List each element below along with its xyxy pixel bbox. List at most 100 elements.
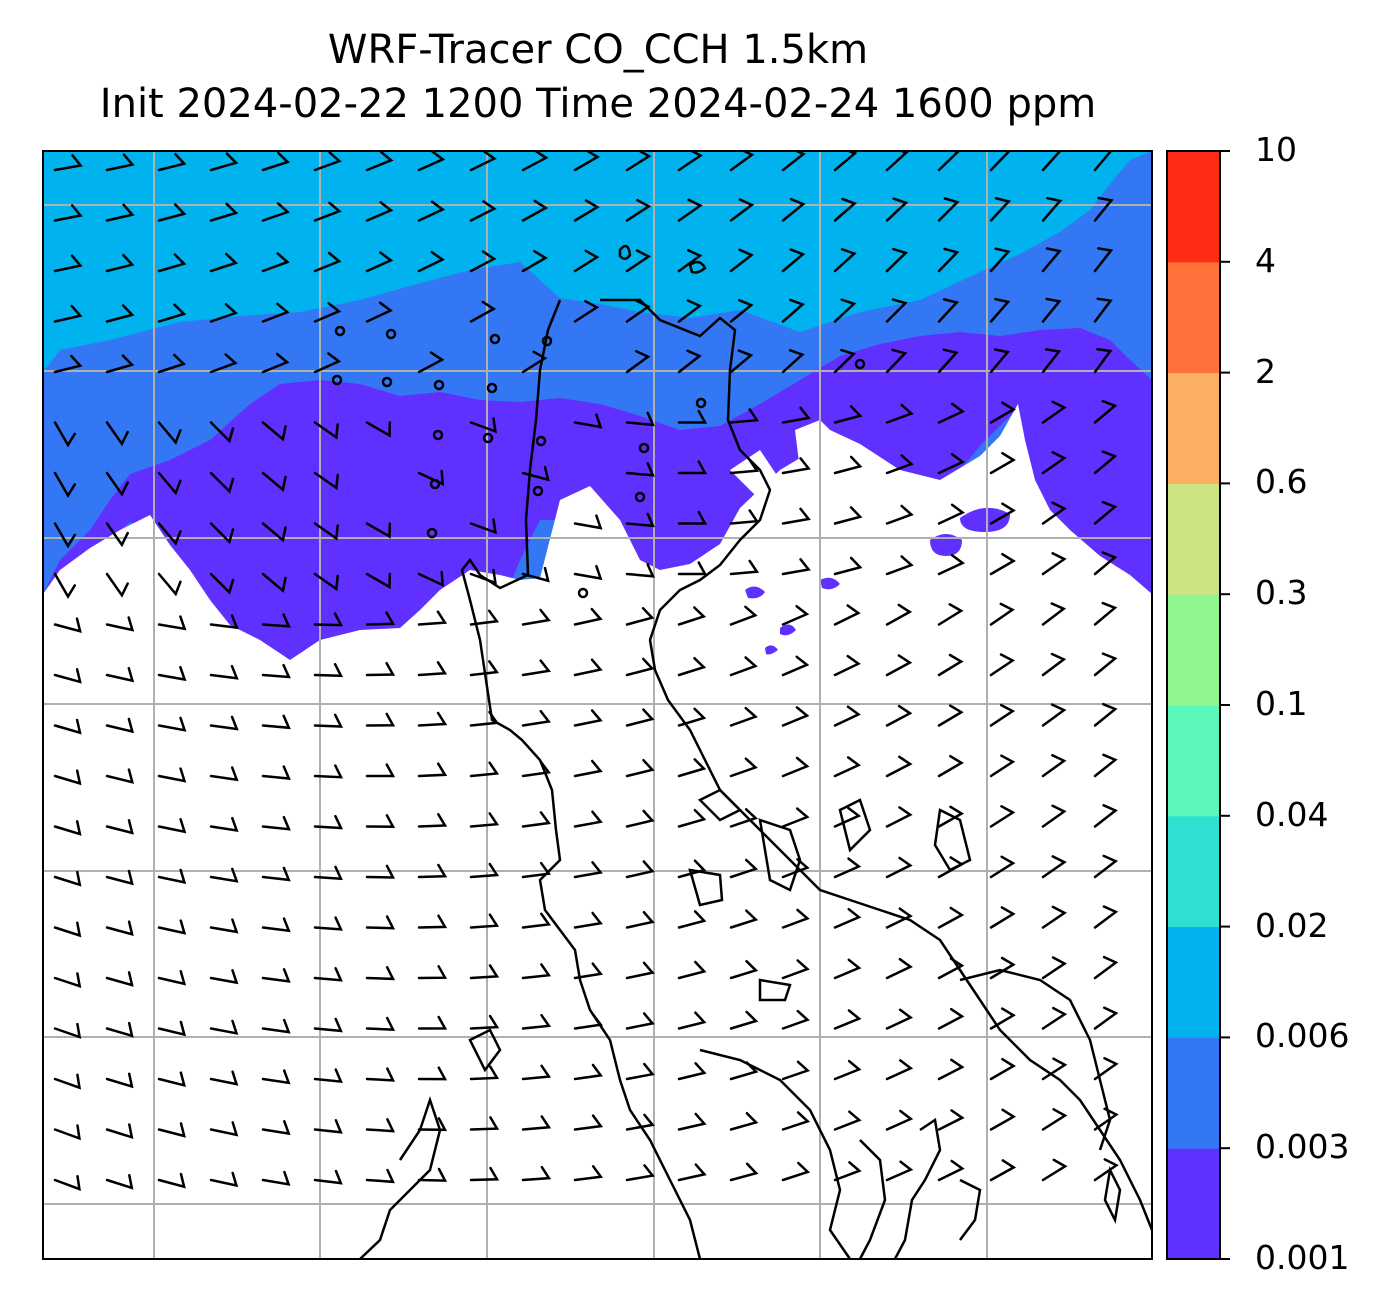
wind-barb <box>313 251 342 273</box>
wind-barb <box>105 920 134 937</box>
wind-barb <box>1041 956 1068 980</box>
wind-barb <box>833 151 858 172</box>
wind-barb <box>469 812 500 828</box>
wind-barb <box>157 203 187 222</box>
colorbar-tick-label: 0.02 <box>1255 905 1329 945</box>
wind-barb <box>885 603 913 626</box>
wind-barb <box>261 471 287 493</box>
wind-barb <box>729 509 760 525</box>
wind-barb <box>573 299 600 323</box>
wind-barb <box>1093 399 1118 424</box>
wind-barb <box>365 864 396 879</box>
wind-barb <box>53 572 77 599</box>
wind-barb <box>521 760 551 778</box>
wind-barb <box>937 1058 965 1081</box>
wind-barb <box>937 503 966 525</box>
wind-barb <box>1041 501 1067 525</box>
colorbar-segment <box>1167 926 1220 1038</box>
wind-barb <box>209 1171 239 1188</box>
wind-barb <box>885 298 908 323</box>
wind-barb <box>573 564 603 581</box>
wind-barb <box>209 202 239 222</box>
wind-barb <box>209 969 239 985</box>
colorbar-segment <box>1167 372 1220 484</box>
wind-barb <box>833 556 863 576</box>
wind-barb <box>313 865 343 881</box>
wind-barb <box>469 761 500 778</box>
wind-barb <box>365 572 392 590</box>
wind-barb <box>365 151 394 172</box>
wind-barb <box>625 1164 655 1182</box>
wind-barb <box>677 198 703 222</box>
wind-barb <box>833 756 862 778</box>
wind-barb <box>885 704 913 727</box>
wind-barb <box>1041 247 1063 273</box>
wind-barb <box>261 151 291 172</box>
wind-barb <box>677 1112 707 1131</box>
wind-barb <box>573 514 603 530</box>
wind-barb <box>417 570 444 588</box>
wind-barb <box>573 413 603 429</box>
wind-barb <box>313 764 344 779</box>
wind-barb <box>625 708 655 727</box>
wind-barb <box>209 816 239 833</box>
wind-barb <box>729 909 759 929</box>
wind-barb <box>469 862 500 879</box>
wind-barb <box>521 608 551 626</box>
wind-barb <box>729 298 754 323</box>
wind-barbs <box>53 151 1119 1192</box>
wind-barb <box>53 1022 82 1039</box>
wind-barb <box>989 754 1016 778</box>
wind-barb <box>1093 551 1118 576</box>
wind-barb <box>469 1116 500 1131</box>
wind-barb <box>313 1068 343 1084</box>
wind-barb <box>417 762 448 778</box>
colorbar-segment <box>1167 1148 1220 1260</box>
wind-barb <box>1093 1158 1119 1182</box>
wind-barb <box>677 460 708 475</box>
wind-barb <box>313 471 339 491</box>
wind-barb <box>885 197 909 222</box>
wind-barb <box>989 348 1011 374</box>
wind-barb <box>365 712 396 727</box>
wind-barb <box>521 1013 552 1030</box>
wind-barb <box>105 616 135 632</box>
wind-barb <box>885 1109 914 1131</box>
wind-barb <box>53 254 83 273</box>
wind-barb <box>833 348 857 374</box>
wind-barb <box>677 561 708 576</box>
wind-barb <box>53 617 82 633</box>
coastline <box>359 244 1152 1259</box>
wind-barb <box>313 421 339 440</box>
colorbar <box>1166 150 1230 1260</box>
colorbar-tick-label: 0.6 <box>1255 462 1308 502</box>
wind-barb <box>989 1057 1016 1081</box>
wind-barb <box>417 1066 448 1081</box>
wind-barb <box>521 350 548 374</box>
wind-barb <box>833 1110 862 1131</box>
wind-barb <box>261 522 287 543</box>
wind-barb <box>573 1063 603 1081</box>
wind-barb <box>105 1021 134 1038</box>
wind-barb <box>365 301 394 323</box>
wind-barb <box>625 1012 655 1030</box>
wind-barb <box>937 603 964 626</box>
wind-barb <box>625 1113 655 1131</box>
wind-barb <box>365 763 396 778</box>
wind-barb <box>833 506 863 525</box>
wind-barb <box>261 917 291 933</box>
wind-barb <box>105 1123 134 1140</box>
colorbar-tick-label: 4 <box>1255 240 1276 280</box>
wind-barb <box>53 718 82 735</box>
wind-barb <box>313 302 342 323</box>
wind-barb <box>573 1013 603 1030</box>
wind-barb <box>417 469 444 487</box>
wind-barb <box>937 906 965 929</box>
wind-barb <box>209 1019 239 1035</box>
map-gridlines <box>43 151 1152 1259</box>
wind-barb <box>521 861 552 879</box>
wind-barb <box>729 959 759 980</box>
wind-barb <box>417 661 448 677</box>
wind-barb <box>1093 1006 1119 1030</box>
wind-barb <box>417 1167 448 1182</box>
